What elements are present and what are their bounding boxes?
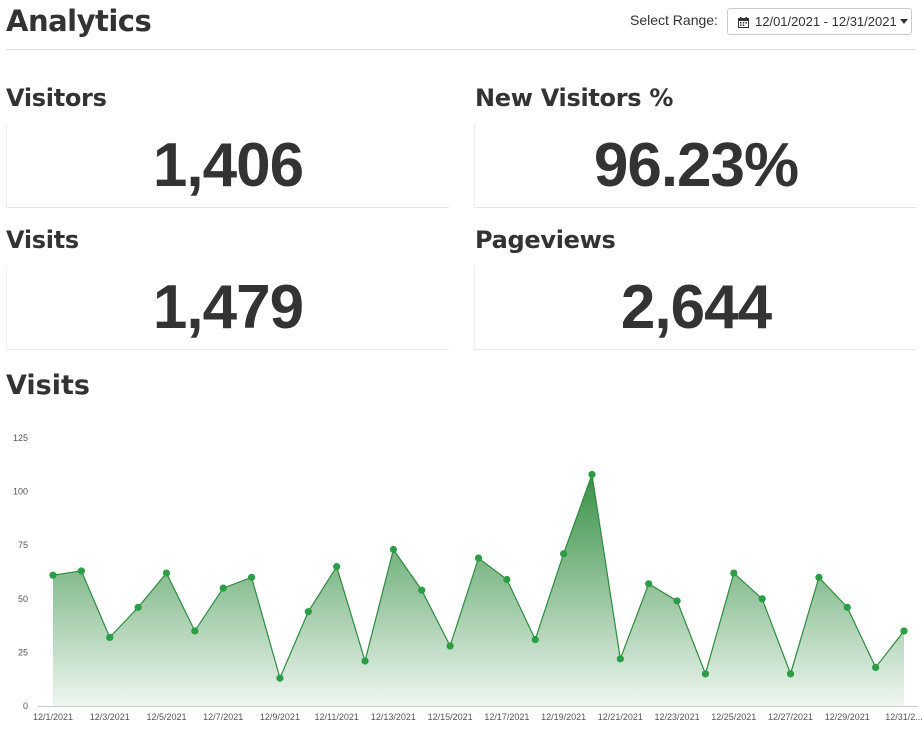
x-tick-label: 12/15/2021 [428,712,473,722]
data-point[interactable] [588,470,596,479]
data-point[interactable] [361,657,369,665]
data-point[interactable] [900,627,908,635]
data-point[interactable] [645,580,653,588]
x-tick-label: 12/31/2... [885,712,922,722]
data-point[interactable] [560,550,568,558]
x-tick-label: 12/17/2021 [484,712,529,722]
data-point[interactable] [333,563,341,571]
data-point[interactable] [162,569,171,577]
data-point[interactable] [815,573,823,581]
visitors-label: Visitors [6,84,107,112]
caret-down-icon [899,19,908,24]
data-point[interactable] [701,670,710,678]
data-point[interactable] [872,663,880,672]
x-tick-label: 12/9/2021 [260,712,300,722]
y-tick-label: 125 [13,433,28,443]
date-range-value: 12/01/2021 - 12/31/2021 [755,14,897,29]
x-tick-label: 12/11/2021 [314,712,358,722]
x-tick-label: 12/29/2021 [825,712,870,722]
y-tick-label: 75 [18,540,28,550]
x-tick-label: 12/25/2021 [711,712,756,722]
data-point[interactable] [106,633,114,641]
visits-label: Visits [6,226,79,254]
new-visitors-value: 96.23% [474,124,917,208]
data-point[interactable] [219,584,227,592]
data-point[interactable] [531,635,539,644]
data-point[interactable] [49,571,57,579]
data-point[interactable] [474,554,483,562]
data-point[interactable] [304,608,312,616]
x-tick-label: 12/7/2021 [203,712,243,722]
pageviews-value: 2,644 [474,266,917,350]
data-point[interactable] [276,674,284,682]
visits-area-fill [53,474,904,706]
x-tick-label: 12/27/2021 [768,712,813,722]
pageviews-label: Pageviews [475,226,616,254]
x-tick-label: 12/1/2021 [33,712,73,722]
data-point[interactable] [730,569,738,577]
data-point[interactable] [843,603,851,611]
data-point[interactable] [418,586,426,594]
y-tick-label: 100 [13,487,28,497]
data-point[interactable] [446,642,454,650]
data-point[interactable] [673,597,681,605]
data-point[interactable] [503,575,511,584]
new-visitors-label: New Visitors % [475,84,674,112]
page-title: Analytics [6,4,152,38]
visits-chart-title: Visits [6,370,90,401]
y-tick-label: 50 [18,594,28,604]
x-tick-label: 12/23/2021 [655,712,700,722]
visits-value: 1,479 [6,266,449,350]
y-tick-label: 25 [18,647,28,657]
data-point[interactable] [247,573,256,581]
data-point[interactable] [758,595,766,603]
x-tick-label: 12/13/2021 [371,712,416,722]
x-tick-label: 12/21/2021 [598,712,643,722]
calendar-icon [738,16,749,28]
select-range-label: Select Range: [630,12,718,28]
data-point[interactable] [786,670,795,678]
data-point[interactable] [191,627,199,635]
header-divider [6,49,916,50]
visits-area-chart: 0 25 50 75 100 125 12/1/2021 12/3/2021 12/5/2021… [13,433,922,722]
x-tick-label: 12/5/2021 [146,712,186,722]
data-point[interactable] [134,603,142,611]
x-tick-label: 12/19/2021 [541,712,586,722]
data-point[interactable] [389,545,397,554]
date-range-picker[interactable]: 12/01/2021 - 12/31/2021 [727,8,912,35]
x-tick-label: 12/3/2021 [90,712,130,722]
visitors-value: 1,406 [6,124,449,208]
y-tick-label: 0 [23,701,28,711]
data-point[interactable] [616,655,624,663]
data-point[interactable] [77,567,85,575]
